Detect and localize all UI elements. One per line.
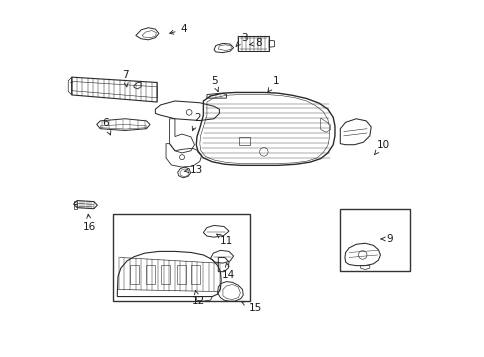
Text: 14: 14 [221, 263, 234, 280]
Text: 10: 10 [374, 140, 389, 155]
Text: 12: 12 [191, 291, 204, 306]
Text: 13: 13 [184, 165, 202, 175]
Text: 15: 15 [241, 302, 261, 313]
Text: 7: 7 [121, 70, 128, 87]
Bar [340, 209, 409, 271]
Text: 1: 1 [267, 76, 279, 92]
Text: 4: 4 [169, 24, 187, 34]
Bar [112, 214, 249, 301]
Text: 5: 5 [211, 76, 218, 91]
Text: 11: 11 [216, 234, 233, 246]
Text: 9: 9 [380, 234, 393, 244]
Text: 8: 8 [249, 38, 261, 48]
Text: 6: 6 [102, 119, 110, 135]
Text: 2: 2 [192, 113, 201, 131]
Text: 3: 3 [236, 33, 247, 46]
Text: 16: 16 [83, 214, 96, 231]
